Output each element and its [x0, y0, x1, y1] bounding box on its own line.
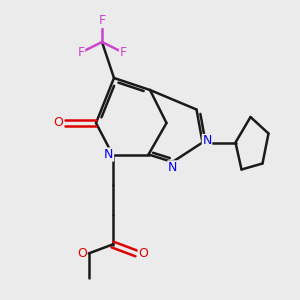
Text: F: F	[98, 14, 106, 28]
Text: F: F	[119, 46, 127, 59]
Text: N: N	[168, 161, 177, 174]
Text: F: F	[77, 46, 85, 59]
Text: O: O	[138, 247, 148, 260]
Text: O: O	[77, 247, 87, 260]
Text: N: N	[202, 134, 212, 148]
Text: O: O	[53, 116, 63, 130]
Text: N: N	[104, 148, 114, 161]
